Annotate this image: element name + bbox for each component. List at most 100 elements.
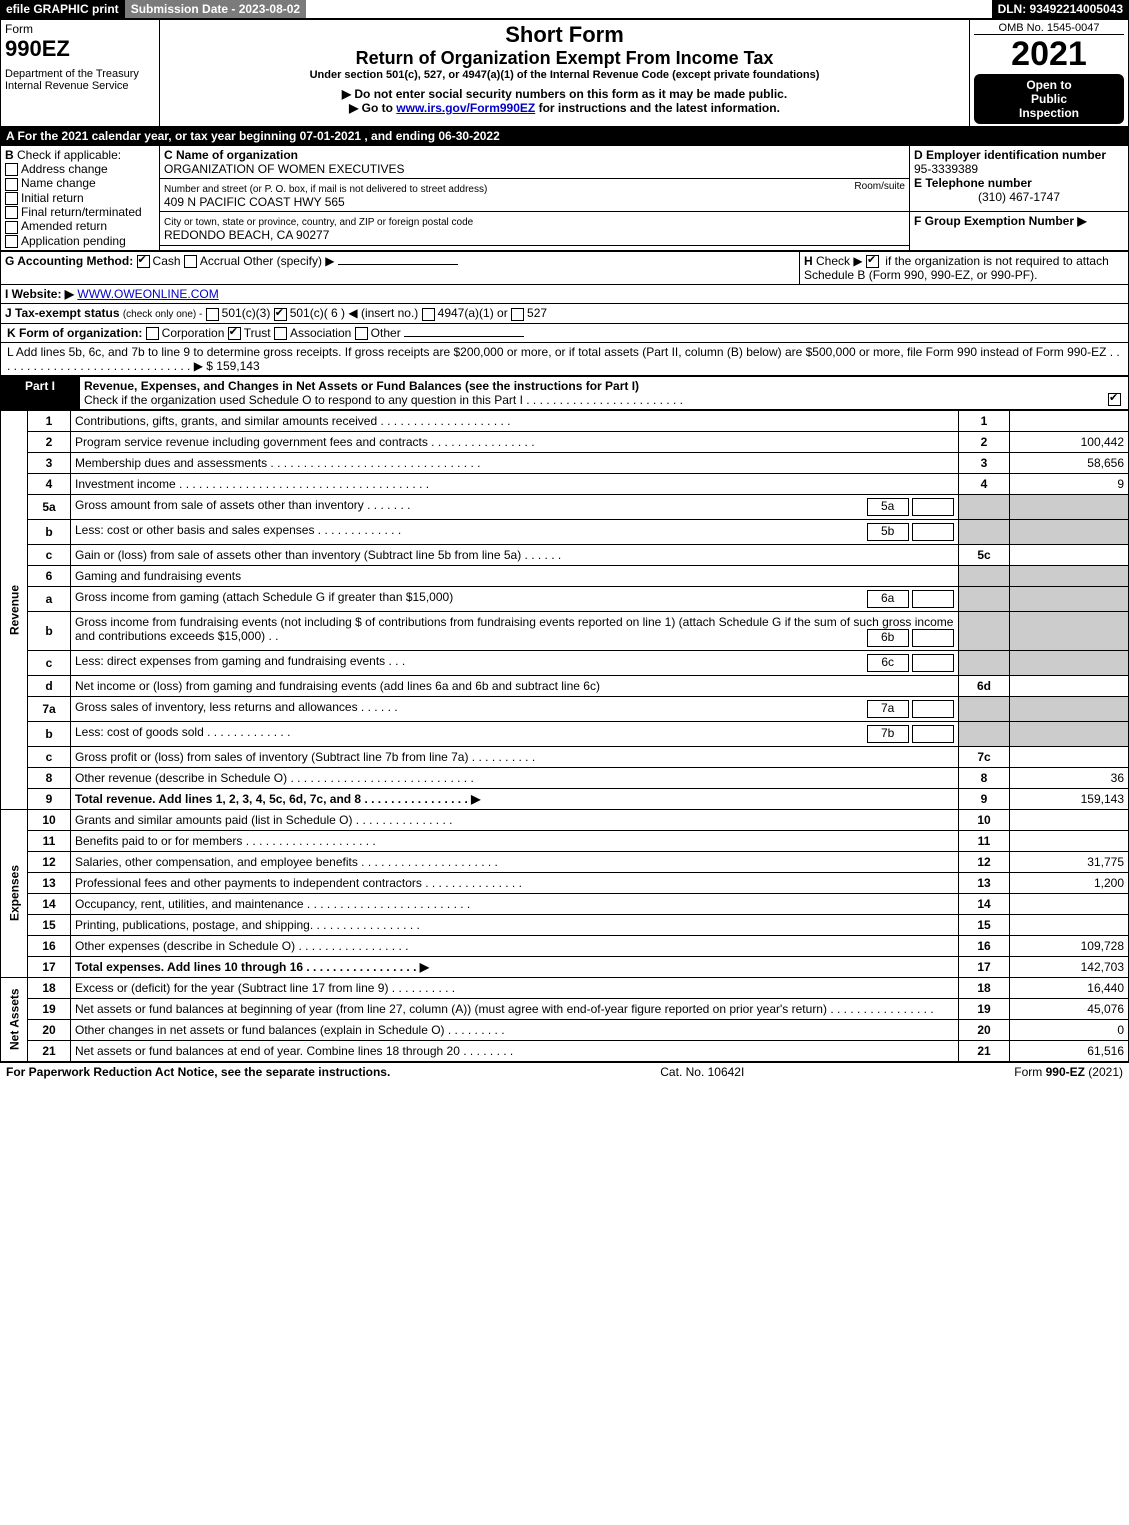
section-c-name-label: C Name of organization	[164, 148, 298, 162]
sub-6a-label: 6a	[867, 590, 909, 608]
k-other-checkbox[interactable]	[355, 327, 368, 340]
open-to-public-badge: Open to Public Inspection	[974, 74, 1124, 124]
section-e-label: E Telephone number	[914, 176, 1032, 190]
application-pending-label: Application pending	[21, 234, 126, 248]
line-7c-val	[1010, 746, 1129, 767]
line-10-desc: Grants and similar amounts paid (list in…	[71, 809, 959, 830]
line-7a-num: 7a	[28, 696, 71, 721]
section-k: K Form of organization: Corporation Trus…	[0, 324, 1129, 343]
irs-link[interactable]: www.irs.gov/Form990EZ	[396, 101, 535, 115]
line-18-ref: 18	[959, 977, 1010, 998]
name-change-label: Name change	[21, 176, 96, 190]
line-10-ref: 10	[959, 809, 1010, 830]
line-19-num: 19	[28, 998, 71, 1019]
footer-left: For Paperwork Reduction Act Notice, see …	[6, 1065, 390, 1079]
cash-checkbox[interactable]	[137, 255, 150, 268]
line-2-num: 2	[28, 431, 71, 452]
line-12-val: 31,775	[1010, 851, 1129, 872]
short-form-title: Short Form	[164, 22, 965, 48]
website-link[interactable]: WWW.OWEONLINE.COM	[77, 287, 218, 301]
form-word: Form	[5, 22, 155, 36]
initial-return-label: Initial return	[21, 191, 84, 205]
line-5c-num: c	[28, 544, 71, 565]
final-return-checkbox[interactable]	[5, 206, 18, 219]
footer-right: Form 990-EZ (2021)	[1014, 1065, 1123, 1079]
sub-7a-val[interactable]	[912, 700, 954, 718]
sub-6b-val[interactable]	[912, 629, 954, 647]
accrual-checkbox[interactable]	[184, 255, 197, 268]
revenue-vertical-label: Revenue	[1, 410, 28, 809]
line-8-desc: Other revenue (describe in Schedule O) .…	[71, 767, 959, 788]
line-1-desc: Contributions, gifts, grants, and simila…	[71, 410, 959, 431]
submission-date-label: Submission Date - 2023-08-02	[125, 0, 306, 18]
sub-7b-label: 7b	[867, 725, 909, 743]
line-5c-desc: Gain or (loss) from sale of assets other…	[71, 544, 959, 565]
part1-table: Revenue 1 Contributions, gifts, grants, …	[0, 410, 1129, 1062]
line-12-desc: Salaries, other compensation, and employ…	[71, 851, 959, 872]
line-17-ref: 17	[959, 956, 1010, 977]
amended-return-checkbox[interactable]	[5, 221, 18, 234]
sections-b-to-h: B Check if applicable: Address change Na…	[0, 145, 1129, 251]
org-name: ORGANIZATION OF WOMEN EXECUTIVES	[164, 162, 404, 176]
line-18-val: 16,440	[1010, 977, 1129, 998]
line-11-ref: 11	[959, 830, 1010, 851]
line-1-ref: 1	[959, 410, 1010, 431]
j-527-checkbox[interactable]	[511, 308, 524, 321]
line-20-desc: Other changes in net assets or fund bala…	[71, 1019, 959, 1040]
line-6-num: 6	[28, 565, 71, 586]
line-7a-desc: Gross sales of inventory, less returns a…	[75, 700, 398, 714]
sub-5a-val[interactable]	[912, 498, 954, 516]
address-change-checkbox[interactable]	[5, 163, 18, 176]
line-6b-num: b	[28, 611, 71, 650]
expenses-vertical-label: Expenses	[1, 809, 28, 977]
line-6d-val	[1010, 675, 1129, 696]
page-footer: For Paperwork Reduction Act Notice, see …	[0, 1062, 1129, 1081]
line-13-desc: Professional fees and other payments to …	[71, 872, 959, 893]
line-6d-desc: Net income or (loss) from gaming and fun…	[71, 675, 959, 696]
sub-6a-val[interactable]	[912, 590, 954, 608]
cash-label: Cash	[153, 254, 181, 268]
name-change-checkbox[interactable]	[5, 178, 18, 191]
city-label: City or town, state or province, country…	[164, 217, 473, 228]
j-501c3-checkbox[interactable]	[206, 308, 219, 321]
line-16-num: 16	[28, 935, 71, 956]
line-14-num: 14	[28, 893, 71, 914]
line-6a-desc: Gross income from gaming (attach Schedul…	[75, 590, 453, 604]
line-11-val	[1010, 830, 1129, 851]
k-assoc-checkbox[interactable]	[274, 327, 287, 340]
sub-5b-val[interactable]	[912, 523, 954, 541]
line-17-num: 17	[28, 956, 71, 977]
section-d-label: D Employer identification number	[914, 148, 1106, 162]
section-h-label: H	[804, 254, 813, 268]
line-14-ref: 14	[959, 893, 1010, 914]
city-value: REDONDO BEACH, CA 90277	[164, 228, 329, 242]
line-6d-num: d	[28, 675, 71, 696]
street-value: 409 N PACIFIC COAST HWY 565	[164, 195, 345, 209]
line-6c-desc: Less: direct expenses from gaming and fu…	[75, 654, 405, 668]
k-corp-checkbox[interactable]	[146, 327, 159, 340]
subtitle: Under section 501(c), 527, or 4947(a)(1)…	[164, 69, 965, 81]
accrual-label: Accrual	[200, 254, 240, 268]
line-5c-ref: 5c	[959, 544, 1010, 565]
h-checkbox[interactable]	[866, 255, 879, 268]
j-4947-checkbox[interactable]	[422, 308, 435, 321]
line-12-num: 12	[28, 851, 71, 872]
section-g-label: G Accounting Method:	[5, 254, 133, 268]
efile-print-button[interactable]: efile GRAPHIC print	[0, 0, 125, 18]
sub-6c-val[interactable]	[912, 654, 954, 672]
application-pending-checkbox[interactable]	[5, 235, 18, 248]
initial-return-checkbox[interactable]	[5, 192, 18, 205]
part1-schedule-o-checkbox[interactable]	[1108, 393, 1121, 406]
line-6d-ref: 6d	[959, 675, 1010, 696]
sub-7b-val[interactable]	[912, 725, 954, 743]
h-check-text: Check ▶	[816, 254, 863, 268]
line-7c-ref: 7c	[959, 746, 1010, 767]
k-corp-label: Corporation	[162, 326, 225, 340]
main-title: Return of Organization Exempt From Incom…	[164, 48, 965, 69]
k-trust-checkbox[interactable]	[228, 327, 241, 340]
line-8-val: 36	[1010, 767, 1129, 788]
line-13-ref: 13	[959, 872, 1010, 893]
note-ssn: ▶ Do not enter social security numbers o…	[164, 87, 965, 101]
j-501c-checkbox[interactable]	[274, 308, 287, 321]
line-17-val: 142,703	[1010, 956, 1129, 977]
